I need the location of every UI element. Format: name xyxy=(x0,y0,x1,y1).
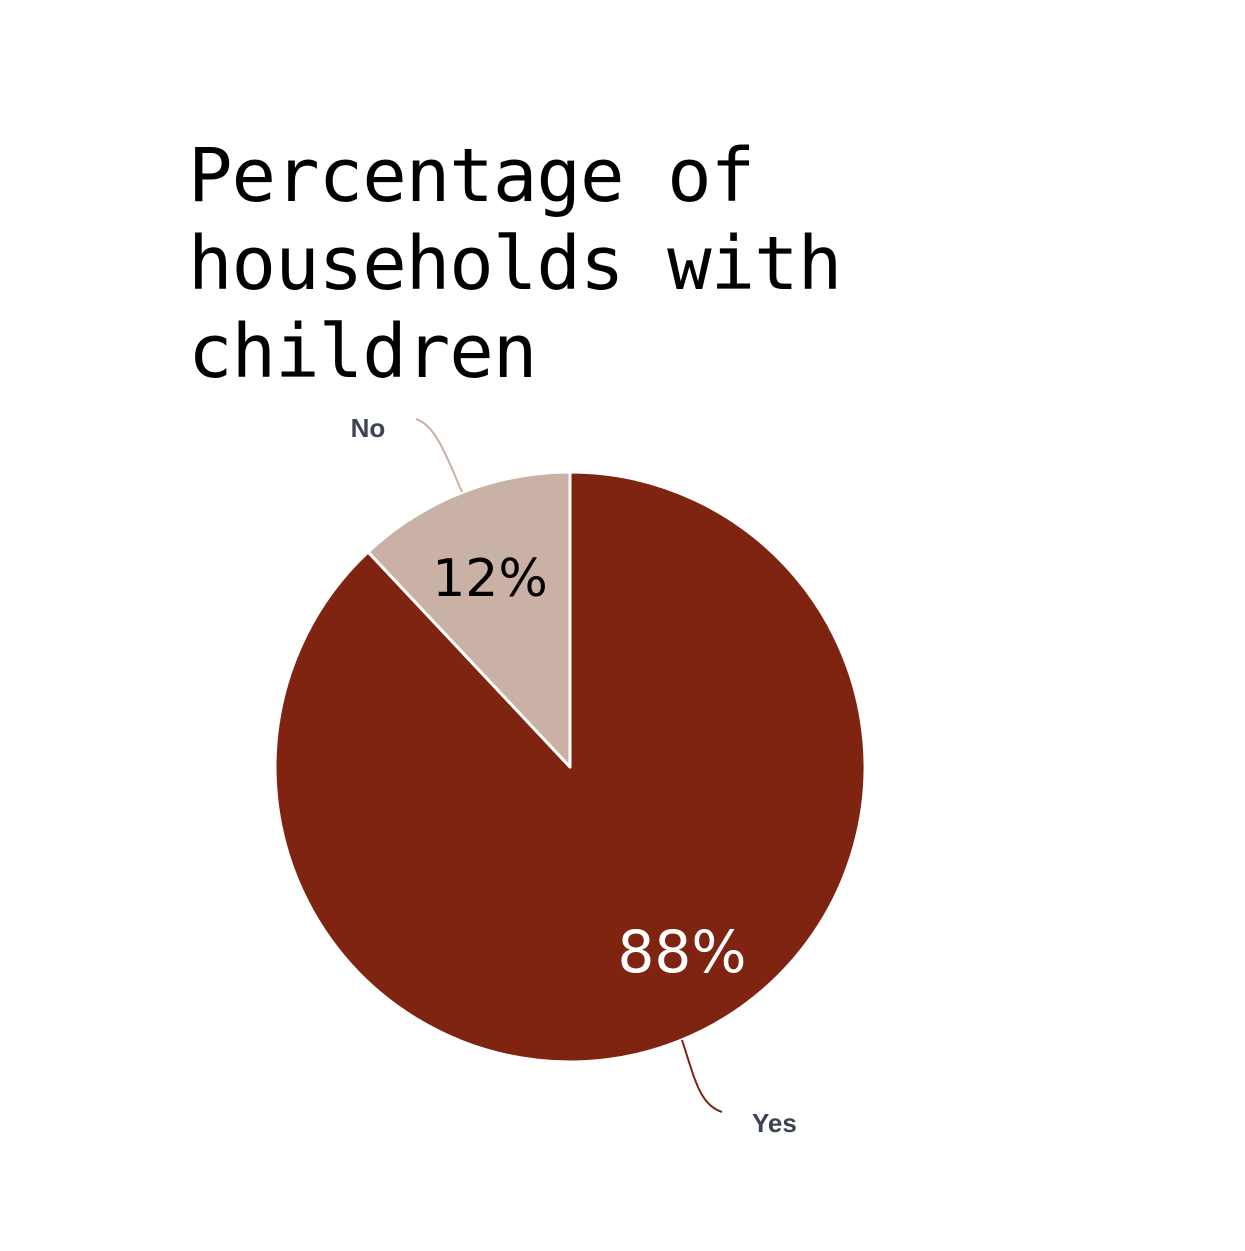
chart-title: Percentage of households with children xyxy=(188,133,842,395)
slice-category-label-no: No xyxy=(351,413,386,443)
slice-category-label-yes: Yes xyxy=(752,1108,797,1138)
leader-line-yes xyxy=(681,1039,723,1113)
pie-slice-no xyxy=(366,470,572,769)
slice-value-label-no: 12% xyxy=(432,549,548,609)
pie-slices xyxy=(273,470,867,1064)
leader-line-no xyxy=(415,418,463,493)
slice-value-label-yes: 88% xyxy=(618,918,747,986)
